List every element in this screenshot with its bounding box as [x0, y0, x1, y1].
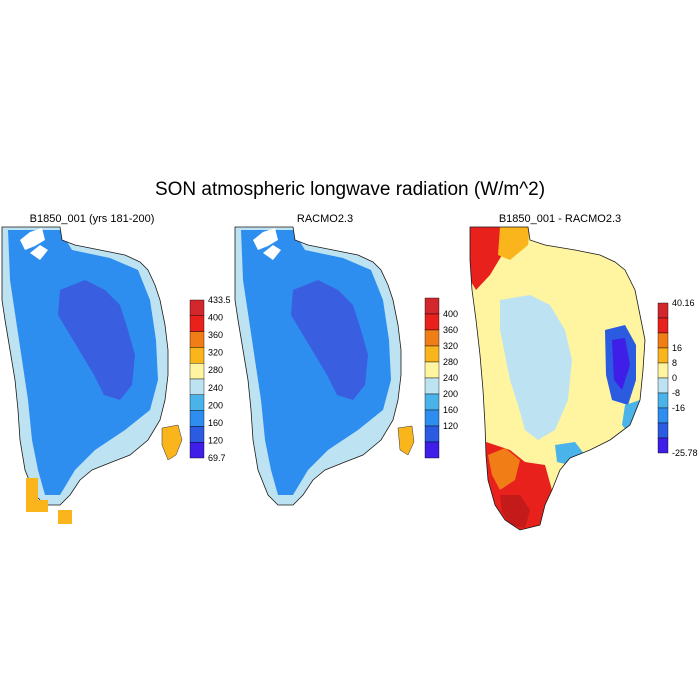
- panel2-iceland: [397, 425, 415, 456]
- panel3-colorbar: 40.16 16 8 0 -8 -16 -25.78: [657, 298, 698, 458]
- colorbar-tick-label: 240: [443, 373, 458, 383]
- panel1-southern-cells: [26, 478, 38, 512]
- panel2-ice-gap: [253, 228, 278, 250]
- panel3-coastline: [469, 226, 646, 531]
- colorbar-tick-label: 360: [443, 325, 458, 335]
- colorbar-swatch: [424, 441, 440, 459]
- colorbar-swatch: [657, 377, 669, 394]
- panel1-title: B1850_001 (yrs 181-200): [29, 213, 155, 225]
- panel3-map: [470, 227, 645, 530]
- colorbar-swatch: [189, 299, 205, 317]
- colorbar-swatch: [189, 331, 205, 348]
- panel3-title: B1850_001 - RACMO2.3: [498, 213, 622, 225]
- colorbar-swatch: [424, 345, 440, 363]
- colorbar-tick-label: -8: [672, 388, 680, 398]
- colorbar-swatch: [657, 437, 669, 454]
- colorbar-swatch: [189, 315, 205, 332]
- colorbar-swatch: [189, 442, 205, 459]
- colorbar-swatch: [424, 361, 440, 379]
- colorbar-swatch: [657, 347, 669, 364]
- colorbar-swatch: [424, 329, 440, 347]
- colorbar-tick-label: 200: [443, 389, 458, 399]
- colorbar-tick-label: 280: [208, 365, 223, 375]
- panel1-southern-cells: [38, 500, 48, 512]
- panel1-colorbar: 433.5 400 360 320 280 240 200 160 120 69.7: [189, 295, 231, 463]
- colorbar-tick-label: -16: [672, 403, 685, 413]
- colorbar-tick-label: 320: [208, 348, 223, 358]
- colorbar-tick-label: 400: [443, 309, 458, 319]
- colorbar-swatch: [189, 426, 205, 443]
- colorbar-tick-label: 16: [672, 343, 682, 353]
- colorbar-tick-label: 69.7: [208, 453, 226, 463]
- colorbar-swatch: [189, 347, 205, 364]
- panel1-iceland: [161, 424, 183, 461]
- panel1-southern-cells: [58, 510, 72, 524]
- colorbar-swatch: [657, 362, 669, 379]
- colorbar-swatch: [657, 422, 669, 439]
- panel2-map: [235, 227, 401, 505]
- colorbar-swatch: [424, 409, 440, 427]
- panel2-ice-gap: [263, 245, 281, 260]
- colorbar-tick-label: 120: [443, 421, 458, 431]
- colorbar-tick-label: 40.16: [672, 298, 695, 308]
- colorbar-tick-label: 160: [443, 405, 458, 415]
- colorbar-swatch: [424, 313, 440, 331]
- colorbar-swatch: [189, 378, 205, 396]
- colorbar-tick-label: 200: [208, 400, 223, 410]
- colorbar-swatch: [657, 302, 669, 319]
- colorbar-tick-label: 433.5: [208, 295, 231, 305]
- colorbar-swatch: [424, 297, 440, 315]
- colorbar-tick-label: 120: [208, 435, 223, 445]
- colorbar-swatch: [657, 317, 669, 334]
- colorbar-tick-label: 160: [208, 418, 223, 428]
- colorbar-swatch: [657, 407, 669, 424]
- colorbar-tick-label: 240: [208, 383, 223, 393]
- panel1-map: [2, 227, 168, 505]
- panel1-coastline: [1, 226, 169, 506]
- colorbar-swatch: [657, 332, 669, 349]
- colorbar-tick-label: 8: [672, 358, 677, 368]
- colorbar-swatch: [189, 394, 205, 411]
- colorbar-tick-label: 400: [208, 313, 223, 323]
- panel1-ice-gap: [30, 245, 48, 260]
- figure-title: SON atmospheric longwave radiation (W/m^…: [154, 179, 546, 200]
- colorbar-tick-label: 0: [672, 373, 677, 383]
- colorbar-swatch: [424, 393, 440, 411]
- colorbar-swatch: [189, 410, 205, 427]
- colorbar-tick-label: -25.78: [672, 448, 698, 458]
- panel1-ice-gap: [20, 228, 45, 250]
- colorbar-tick-label: 320: [443, 341, 458, 351]
- panel2-colorbar: 400 360 320 280 240 200 160 120: [424, 297, 458, 459]
- colorbar-swatch: [189, 363, 205, 380]
- colorbar-swatch: [657, 392, 669, 409]
- colorbar-tick-label: 280: [443, 357, 458, 367]
- colorbar-swatch: [424, 377, 440, 395]
- colorbar-tick-label: 360: [208, 330, 223, 340]
- colorbar-swatch: [424, 425, 440, 443]
- panel2-coastline: [234, 226, 402, 506]
- panel2-title: RACMO2.3: [296, 213, 354, 225]
